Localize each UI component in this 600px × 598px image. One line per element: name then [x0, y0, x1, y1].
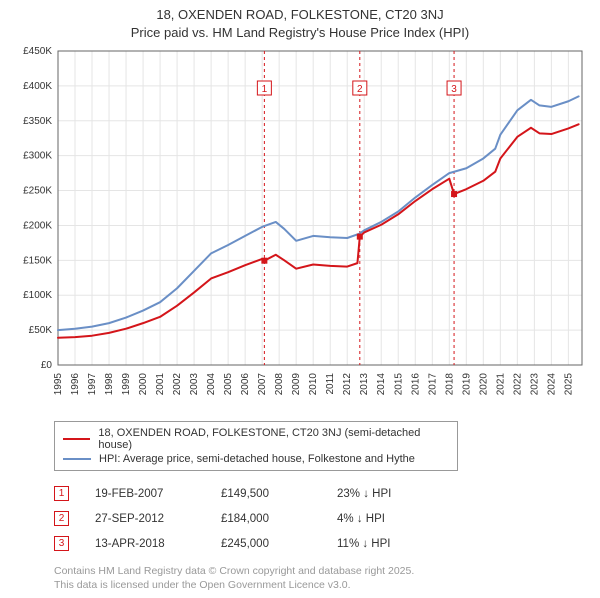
legend: 18, OXENDEN ROAD, FOLKESTONE, CT20 3NJ (…: [54, 421, 458, 471]
svg-text:2020: 2020: [478, 373, 489, 396]
svg-text:£350K: £350K: [23, 116, 52, 127]
title-line1: 18, OXENDEN ROAD, FOLKESTONE, CT20 3NJ: [10, 6, 590, 24]
svg-text:1998: 1998: [104, 373, 115, 396]
svg-text:2018: 2018: [444, 373, 455, 396]
svg-text:2003: 2003: [189, 373, 200, 396]
svg-text:2025: 2025: [563, 373, 574, 396]
sale-row: 3 13-APR-2018 £245,000 11% ↓ HPI: [54, 531, 590, 556]
legend-row: HPI: Average price, semi-detached house,…: [63, 452, 449, 466]
svg-text:2007: 2007: [257, 373, 268, 396]
sale-price: £149,500: [221, 488, 311, 500]
footnote-line2: This data is licensed under the Open Gov…: [54, 578, 590, 592]
footnote: Contains HM Land Registry data © Crown c…: [54, 564, 590, 592]
svg-text:2008: 2008: [274, 373, 285, 396]
sale-diff: 11% ↓ HPI: [337, 538, 447, 550]
svg-text:2006: 2006: [240, 373, 251, 396]
chart-svg: £0 £50K £100K £150K £200K £250K £300K £350K £400…: [10, 45, 590, 415]
svg-text:2009: 2009: [291, 373, 302, 396]
title-line2: Price paid vs. HM Land Registry's House …: [10, 24, 590, 42]
svg-text:2022: 2022: [512, 373, 523, 396]
legend-swatch: [63, 438, 90, 440]
legend-row: 18, OXENDEN ROAD, FOLKESTONE, CT20 3NJ (…: [63, 426, 449, 452]
sales-table: 1 19-FEB-2007 £149,500 23% ↓ HPI 2 27-SEP-201…: [54, 481, 590, 556]
sale-diff: 4% ↓ HPI: [337, 513, 447, 525]
svg-text:2016: 2016: [410, 373, 421, 396]
chart-title: 18, OXENDEN ROAD, FOLKESTONE, CT20 3NJ P…: [10, 6, 590, 41]
sale-price: £184,000: [221, 513, 311, 525]
svg-text:£300K: £300K: [23, 151, 52, 162]
sale-diff: 23% ↓ HPI: [337, 488, 447, 500]
svg-text:2: 2: [357, 84, 363, 95]
svg-text:£50K: £50K: [29, 325, 53, 336]
sale-date: 19-FEB-2007: [95, 488, 195, 500]
svg-text:£100K: £100K: [23, 290, 52, 301]
svg-text:£150K: £150K: [23, 255, 52, 266]
svg-text:2000: 2000: [138, 373, 149, 396]
svg-text:£250K: £250K: [23, 186, 52, 197]
legend-swatch: [63, 458, 91, 460]
svg-text:1997: 1997: [87, 373, 98, 396]
svg-text:3: 3: [451, 84, 457, 95]
svg-text:£450K: £450K: [23, 46, 52, 57]
footnote-line1: Contains HM Land Registry data © Crown c…: [54, 564, 590, 578]
svg-text:2021: 2021: [495, 373, 506, 396]
svg-text:2010: 2010: [308, 373, 319, 396]
svg-text:2012: 2012: [342, 373, 353, 396]
svg-text:2005: 2005: [223, 373, 234, 396]
svg-text:1995: 1995: [53, 373, 64, 396]
svg-text:2004: 2004: [206, 373, 217, 396]
sale-row: 2 27-SEP-2012 £184,000 4% ↓ HPI: [54, 506, 590, 531]
sale-row: 1 19-FEB-2007 £149,500 23% ↓ HPI: [54, 481, 590, 506]
svg-text:2014: 2014: [376, 373, 387, 396]
sale-date: 27-SEP-2012: [95, 513, 195, 525]
svg-text:1999: 1999: [121, 373, 132, 396]
sale-marker: 1: [54, 486, 69, 501]
sale-price: £245,000: [221, 538, 311, 550]
svg-text:2013: 2013: [359, 373, 370, 396]
svg-text:2023: 2023: [529, 373, 540, 396]
svg-text:2017: 2017: [427, 373, 438, 396]
sale-date: 13-APR-2018: [95, 538, 195, 550]
svg-text:1996: 1996: [70, 373, 81, 396]
svg-text:2024: 2024: [546, 373, 557, 396]
chart-area: £0 £50K £100K £150K £200K £250K £300K £350K £400…: [10, 45, 590, 415]
svg-text:2015: 2015: [393, 373, 404, 396]
svg-text:£0: £0: [41, 360, 53, 371]
svg-text:£400K: £400K: [23, 81, 52, 92]
legend-label: 18, OXENDEN ROAD, FOLKESTONE, CT20 3NJ (…: [98, 427, 449, 451]
sale-marker: 3: [54, 536, 69, 551]
svg-text:£200K: £200K: [23, 221, 52, 232]
legend-label: HPI: Average price, semi-detached house,…: [99, 453, 415, 465]
svg-text:1: 1: [262, 84, 268, 95]
svg-text:2011: 2011: [325, 373, 336, 395]
svg-text:2002: 2002: [172, 373, 183, 396]
svg-text:2019: 2019: [461, 373, 472, 396]
svg-text:2001: 2001: [155, 373, 166, 396]
sale-marker: 2: [54, 511, 69, 526]
